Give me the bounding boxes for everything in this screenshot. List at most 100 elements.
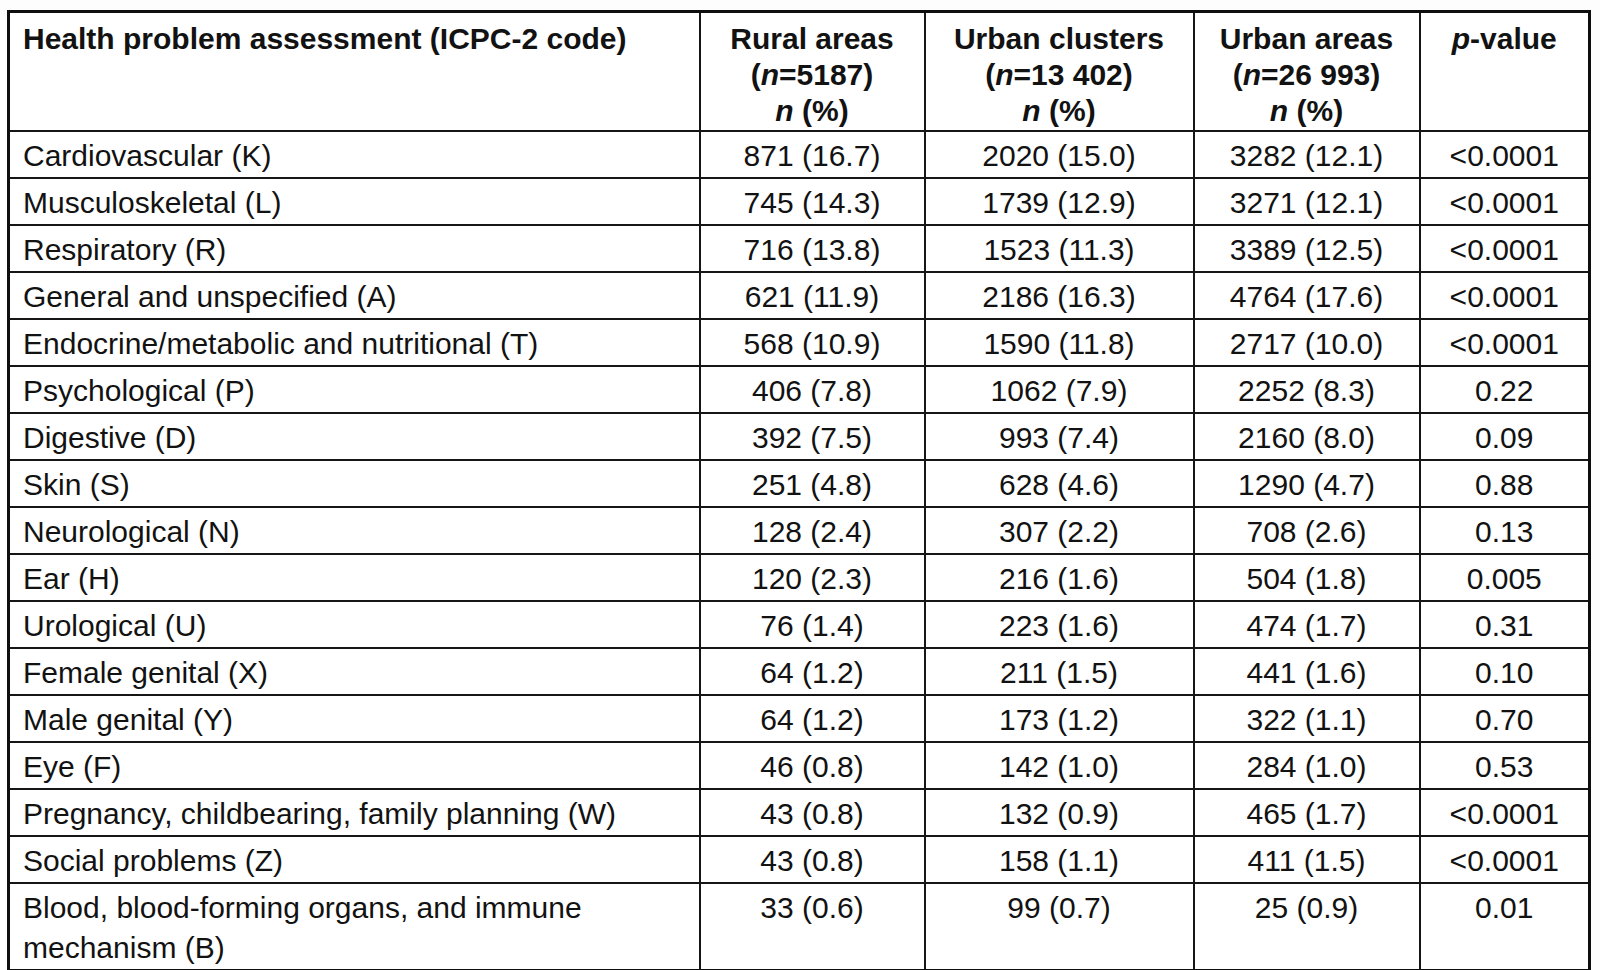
table-row: Digestive (D)392 (7.5)993 (7.4)2160 (8.0… <box>9 413 1590 460</box>
table-row: Male genital (Y)64 (1.2)173 (1.2)322 (1.… <box>9 695 1590 742</box>
header-p-value-label: p-value <box>1422 21 1588 57</box>
header-n-pct-line: n (%) <box>702 93 923 129</box>
table-row: General and unspecified (A)621 (11.9)218… <box>9 272 1590 319</box>
table-row: Female genital (X)64 (1.2)211 (1.5)441 (… <box>9 648 1590 695</box>
value-cell: 411 (1.5) <box>1194 836 1420 883</box>
health-problem-table: Health problem assessment (ICPC-2 code) … <box>7 10 1591 970</box>
value-cell: 406 (7.8) <box>700 366 925 413</box>
p-value-cell: <0.0001 <box>1420 178 1590 225</box>
row-label-cell: Blood, blood-forming organs, and immune … <box>9 883 700 970</box>
value-cell: 99 (0.7) <box>925 883 1194 970</box>
header-rural-areas: Rural areas (n=5187) n (%) <box>700 12 925 132</box>
value-cell: 1523 (11.3) <box>925 225 1194 272</box>
value-cell: 1590 (11.8) <box>925 319 1194 366</box>
page: Health problem assessment (ICPC-2 code) … <box>0 0 1600 970</box>
value-cell: 465 (1.7) <box>1194 789 1420 836</box>
value-cell: 132 (0.9) <box>925 789 1194 836</box>
row-label-cell: Skin (S) <box>9 460 700 507</box>
table-row: Musculoskeletal (L)745 (14.3)1739 (12.9)… <box>9 178 1590 225</box>
table-row: Ear (H)120 (2.3)216 (1.6)504 (1.8)0.005 <box>9 554 1590 601</box>
value-cell: 211 (1.5) <box>925 648 1194 695</box>
table-row: Skin (S)251 (4.8)628 (4.6)1290 (4.7)0.88 <box>9 460 1590 507</box>
table-row: Cardiovascular (K)871 (16.7)2020 (15.0)3… <box>9 131 1590 178</box>
header-n-line: (n=13 402) <box>927 57 1192 93</box>
row-label-cell: Ear (H) <box>9 554 700 601</box>
value-cell: 120 (2.3) <box>700 554 925 601</box>
p-value-cell: <0.0001 <box>1420 131 1590 178</box>
value-cell: 76 (1.4) <box>700 601 925 648</box>
value-cell: 2252 (8.3) <box>1194 366 1420 413</box>
p-value-cell: 0.09 <box>1420 413 1590 460</box>
value-cell: 158 (1.1) <box>925 836 1194 883</box>
value-cell: 993 (7.4) <box>925 413 1194 460</box>
row-label-cell: Eye (F) <box>9 742 700 789</box>
value-cell: 2160 (8.0) <box>1194 413 1420 460</box>
value-cell: 43 (0.8) <box>700 836 925 883</box>
value-cell: 1062 (7.9) <box>925 366 1194 413</box>
value-cell: 1739 (12.9) <box>925 178 1194 225</box>
value-cell: 142 (1.0) <box>925 742 1194 789</box>
header-title: Urban clusters <box>927 21 1192 57</box>
p-value-cell: 0.01 <box>1420 883 1590 970</box>
value-cell: 3389 (12.5) <box>1194 225 1420 272</box>
table-row: Blood, blood-forming organs, and immune … <box>9 883 1590 970</box>
header-n-pct-line: n (%) <box>927 93 1192 129</box>
row-label-cell: General and unspecified (A) <box>9 272 700 319</box>
header-title: Urban areas <box>1196 21 1418 57</box>
p-value-cell: <0.0001 <box>1420 319 1590 366</box>
value-cell: 392 (7.5) <box>700 413 925 460</box>
table-row: Urological (U)76 (1.4)223 (1.6)474 (1.7)… <box>9 601 1590 648</box>
p-value-cell: 0.10 <box>1420 648 1590 695</box>
value-cell: 128 (2.4) <box>700 507 925 554</box>
table-row: Respiratory (R)716 (13.8)1523 (11.3)3389… <box>9 225 1590 272</box>
table-row: Pregnancy, childbearing, family planning… <box>9 789 1590 836</box>
value-cell: 2020 (15.0) <box>925 131 1194 178</box>
table-row: Neurological (N)128 (2.4)307 (2.2)708 (2… <box>9 507 1590 554</box>
value-cell: 745 (14.3) <box>700 178 925 225</box>
value-cell: 568 (10.9) <box>700 319 925 366</box>
p-value-cell: 0.88 <box>1420 460 1590 507</box>
value-cell: 43 (0.8) <box>700 789 925 836</box>
table-row: Endocrine/metabolic and nutritional (T)5… <box>9 319 1590 366</box>
p-value-cell: 0.70 <box>1420 695 1590 742</box>
row-label-cell: Digestive (D) <box>9 413 700 460</box>
p-value-cell: 0.13 <box>1420 507 1590 554</box>
value-cell: 307 (2.2) <box>925 507 1194 554</box>
value-cell: 33 (0.6) <box>700 883 925 970</box>
value-cell: 504 (1.8) <box>1194 554 1420 601</box>
p-value-cell: <0.0001 <box>1420 272 1590 319</box>
value-cell: 2186 (16.3) <box>925 272 1194 319</box>
value-cell: 871 (16.7) <box>700 131 925 178</box>
table-row: Social problems (Z)43 (0.8)158 (1.1)411 … <box>9 836 1590 883</box>
header-health-problem-label: Health problem assessment (ICPC-2 code) <box>23 22 627 55</box>
header-n-line: (n=26 993) <box>1196 57 1418 93</box>
header-health-problem: Health problem assessment (ICPC-2 code) <box>9 12 700 132</box>
value-cell: 64 (1.2) <box>700 648 925 695</box>
value-cell: 216 (1.6) <box>925 554 1194 601</box>
value-cell: 708 (2.6) <box>1194 507 1420 554</box>
value-cell: 441 (1.6) <box>1194 648 1420 695</box>
value-cell: 3282 (12.1) <box>1194 131 1420 178</box>
table-row: Psychological (P)406 (7.8)1062 (7.9)2252… <box>9 366 1590 413</box>
p-value-cell: 0.31 <box>1420 601 1590 648</box>
p-value-cell: <0.0001 <box>1420 225 1590 272</box>
value-cell: 4764 (17.6) <box>1194 272 1420 319</box>
p-value-cell: 0.005 <box>1420 554 1590 601</box>
row-label-cell: Musculoskeletal (L) <box>9 178 700 225</box>
row-label-cell: Urological (U) <box>9 601 700 648</box>
value-cell: 322 (1.1) <box>1194 695 1420 742</box>
value-cell: 25 (0.9) <box>1194 883 1420 970</box>
row-label-cell: Male genital (Y) <box>9 695 700 742</box>
p-value-cell: <0.0001 <box>1420 789 1590 836</box>
value-cell: 628 (4.6) <box>925 460 1194 507</box>
value-cell: 46 (0.8) <box>700 742 925 789</box>
value-cell: 284 (1.0) <box>1194 742 1420 789</box>
p-value-cell: <0.0001 <box>1420 836 1590 883</box>
table-body: Cardiovascular (K)871 (16.7)2020 (15.0)3… <box>9 131 1590 970</box>
header-n-pct-line: n (%) <box>1196 93 1418 129</box>
row-label-cell: Psychological (P) <box>9 366 700 413</box>
value-cell: 1290 (4.7) <box>1194 460 1420 507</box>
p-value-cell: 0.22 <box>1420 366 1590 413</box>
table-row: Eye (F)46 (0.8)142 (1.0)284 (1.0)0.53 <box>9 742 1590 789</box>
row-label-cell: Female genital (X) <box>9 648 700 695</box>
